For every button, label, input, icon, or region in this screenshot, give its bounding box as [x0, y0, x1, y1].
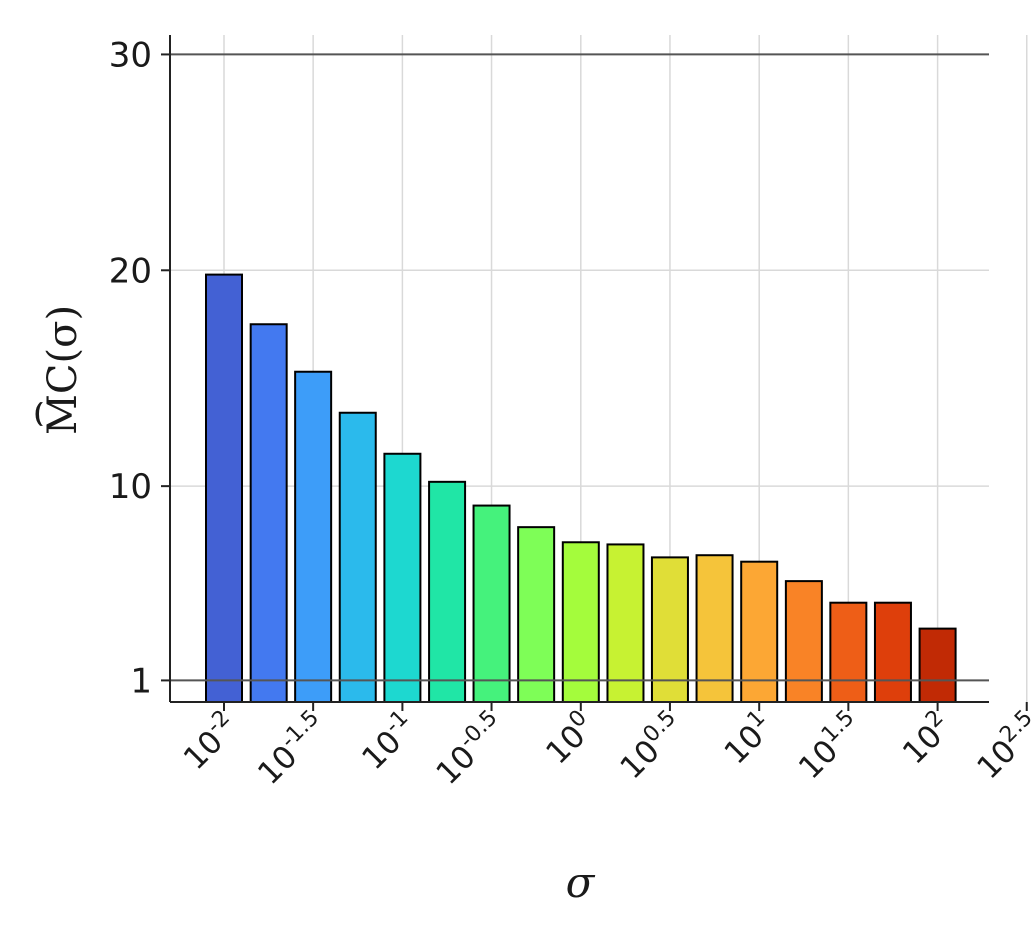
bar-6	[472, 504, 511, 703]
bar-3	[338, 411, 377, 703]
y-tick-label-2: 20	[109, 251, 152, 291]
bar-1	[249, 323, 288, 703]
x-tick-label-5: 100.5	[611, 705, 692, 786]
reference-lines	[170, 53, 989, 682]
y-tick-labels: 1 10 20 30	[109, 35, 170, 701]
grid-lines	[170, 35, 1028, 702]
x-tick-label-1: 10-1.5	[248, 705, 335, 792]
x-tick-label-8: 102	[893, 705, 959, 771]
bar-5	[428, 480, 467, 704]
x-tick-label-0: 10-2	[174, 705, 246, 777]
bar-15	[873, 601, 912, 703]
axes	[169, 35, 989, 703]
bar-8	[561, 541, 600, 704]
x-tick-label-4: 100	[536, 705, 602, 771]
x-axis-title: σ	[566, 858, 596, 907]
x-tick-label-3: 10-0.5	[427, 705, 514, 792]
y-axis-title-hat: ⌢	[10, 400, 61, 429]
y-axis-title-text: MC(σ)	[40, 305, 86, 435]
bar-13	[784, 580, 823, 704]
bar-14	[829, 601, 868, 703]
bar-4	[383, 452, 422, 704]
y-tick-label-3: 30	[109, 35, 152, 75]
bar-2	[294, 370, 333, 703]
bars	[205, 273, 957, 704]
bar-16	[918, 627, 957, 703]
y-tick-label-1: 10	[109, 467, 152, 507]
bar-9	[606, 543, 645, 703]
x-tick-label-7: 101.5	[789, 705, 870, 786]
bar-0	[205, 273, 243, 703]
y-tick-label-0: 1	[130, 661, 152, 701]
bar-7	[517, 526, 556, 703]
x-tick-label-2: 10-1	[352, 705, 424, 777]
x-tick-label-6: 101	[715, 705, 781, 771]
y-axis-title: MC(σ) ⌢	[10, 305, 86, 435]
x-tick-label-9: 102.5	[967, 705, 1033, 786]
